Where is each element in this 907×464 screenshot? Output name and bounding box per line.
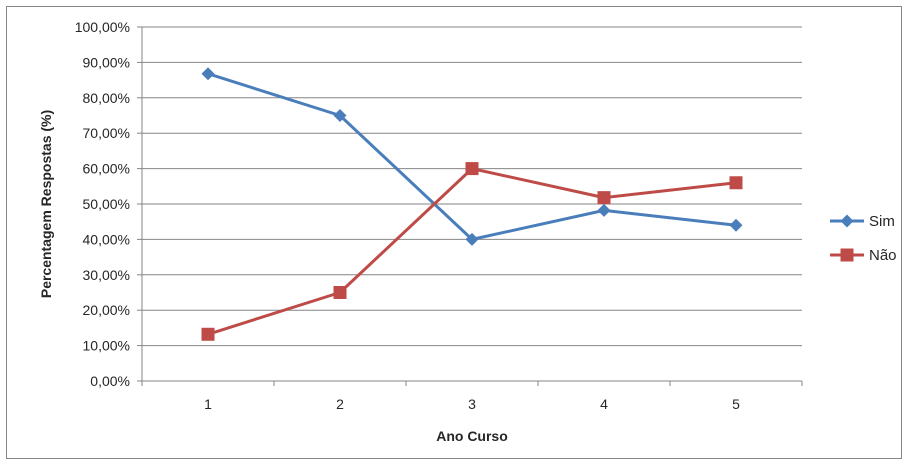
x-tick-labels: 1 2 3 4 5 xyxy=(204,396,740,412)
data-point xyxy=(201,67,215,81)
data-point xyxy=(333,109,347,122)
data-point xyxy=(201,327,215,341)
y-tick-labels: 0,00% 10,00% 20,00% 30,00% 40,00% 50,00% 60,00… xyxy=(75,19,130,389)
data-point xyxy=(597,191,611,205)
x-tick-label: 3 xyxy=(468,396,476,412)
x-tick-label: 5 xyxy=(732,396,740,412)
series-line xyxy=(207,72,737,241)
y-tick-label: 60,00% xyxy=(83,161,130,177)
series-1 xyxy=(201,162,743,341)
legend-entry: Não xyxy=(830,247,897,264)
data-point xyxy=(597,203,611,217)
x-tick-label: 1 xyxy=(204,396,212,412)
data-point xyxy=(333,286,347,299)
y-tick-label: 40,00% xyxy=(83,231,130,247)
y-tick-label: 50,00% xyxy=(83,196,130,212)
y-tick-label: 90,00% xyxy=(83,54,130,70)
legend-marker xyxy=(840,214,854,228)
chart-frame xyxy=(6,6,902,459)
x-tick-label: 4 xyxy=(600,396,608,412)
legend-marker xyxy=(840,248,854,262)
y-tick-label: 80,00% xyxy=(83,90,130,106)
y-tick-label: 70,00% xyxy=(83,125,130,141)
legend-label: Sim xyxy=(869,213,895,230)
y-tick-label: 0,00% xyxy=(90,373,130,389)
x-tick-label: 2 xyxy=(336,396,344,412)
y-tick-label: 30,00% xyxy=(83,267,130,283)
data-point xyxy=(729,176,743,190)
legend-entry: Sim xyxy=(830,213,895,230)
y-tick-label: 20,00% xyxy=(83,302,130,318)
series-line xyxy=(207,167,737,336)
series-0 xyxy=(201,67,743,246)
y-tick-label: 100,00% xyxy=(75,19,130,35)
axes xyxy=(137,26,803,386)
y-axis-title: Percentagem Respostas (%) xyxy=(38,110,54,298)
data-point xyxy=(465,162,479,176)
y-tick-label: 10,00% xyxy=(83,338,130,354)
legend-label: Não xyxy=(869,247,897,264)
data-point xyxy=(729,218,743,232)
legend: Sim Não xyxy=(830,213,897,264)
series xyxy=(201,67,743,341)
data-point xyxy=(465,232,479,246)
gridlines xyxy=(142,26,802,347)
x-axis-title: Ano Curso xyxy=(436,428,508,444)
